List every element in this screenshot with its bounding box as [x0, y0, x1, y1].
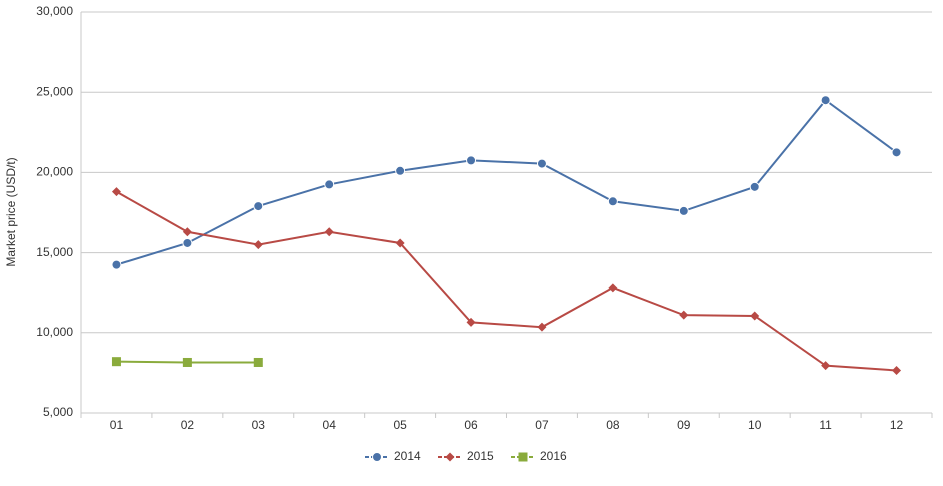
- data-point: [821, 361, 831, 371]
- data-point: [395, 238, 405, 248]
- y-tick-label: 30,000: [36, 4, 73, 18]
- data-point: [678, 205, 689, 216]
- x-tick-label: 10: [748, 418, 762, 432]
- x-tick-label: 11: [819, 418, 832, 432]
- x-tick-label: 04: [323, 418, 337, 432]
- data-point: [253, 357, 263, 367]
- y-tick-label: 20,000: [36, 165, 73, 179]
- data-point: [820, 95, 831, 106]
- data-point: [466, 317, 476, 327]
- legend-label: 2016: [540, 449, 567, 463]
- data-point: [608, 283, 618, 293]
- x-tick-label: 12: [890, 418, 904, 432]
- data-point: [537, 322, 547, 332]
- data-point: [749, 181, 760, 192]
- y-tick-label: 5,000: [43, 405, 73, 419]
- data-point: [182, 357, 192, 367]
- x-tick-label: 09: [677, 418, 691, 432]
- x-tick-label: 07: [535, 418, 549, 432]
- data-point: [536, 158, 547, 169]
- x-tick-label: 08: [606, 418, 620, 432]
- x-tick-label: 05: [393, 418, 407, 432]
- data-point: [679, 310, 689, 320]
- data-point: [182, 227, 192, 237]
- x-tick-label: 03: [252, 418, 266, 432]
- data-point: [111, 357, 121, 367]
- data-point: [466, 155, 477, 166]
- data-point: [253, 201, 264, 212]
- y-axis-label: Market price (USD/t): [4, 157, 18, 266]
- legend-label: 2015: [467, 449, 494, 463]
- x-tick-label: 02: [181, 418, 195, 432]
- series-line: [116, 98, 898, 266]
- data-point: [607, 196, 618, 207]
- legend-marker: [518, 452, 528, 462]
- data-point: [891, 147, 902, 158]
- legend-marker: [445, 452, 455, 462]
- data-point: [750, 311, 760, 321]
- data-point: [253, 240, 263, 250]
- series-line: [115, 190, 897, 372]
- data-point: [111, 187, 121, 197]
- data-point: [324, 179, 335, 190]
- legend-label: 2014: [394, 449, 421, 463]
- data-point: [324, 227, 334, 237]
- x-tick-label: 06: [464, 418, 478, 432]
- data-point: [182, 237, 193, 248]
- data-point: [111, 259, 122, 270]
- data-point: [395, 165, 406, 176]
- y-tick-label: 15,000: [36, 245, 73, 259]
- data-point: [892, 365, 902, 375]
- x-tick-label: 01: [110, 418, 124, 432]
- y-tick-label: 25,000: [36, 84, 73, 98]
- legend-marker: [372, 452, 382, 462]
- y-tick-label: 10,000: [36, 325, 73, 339]
